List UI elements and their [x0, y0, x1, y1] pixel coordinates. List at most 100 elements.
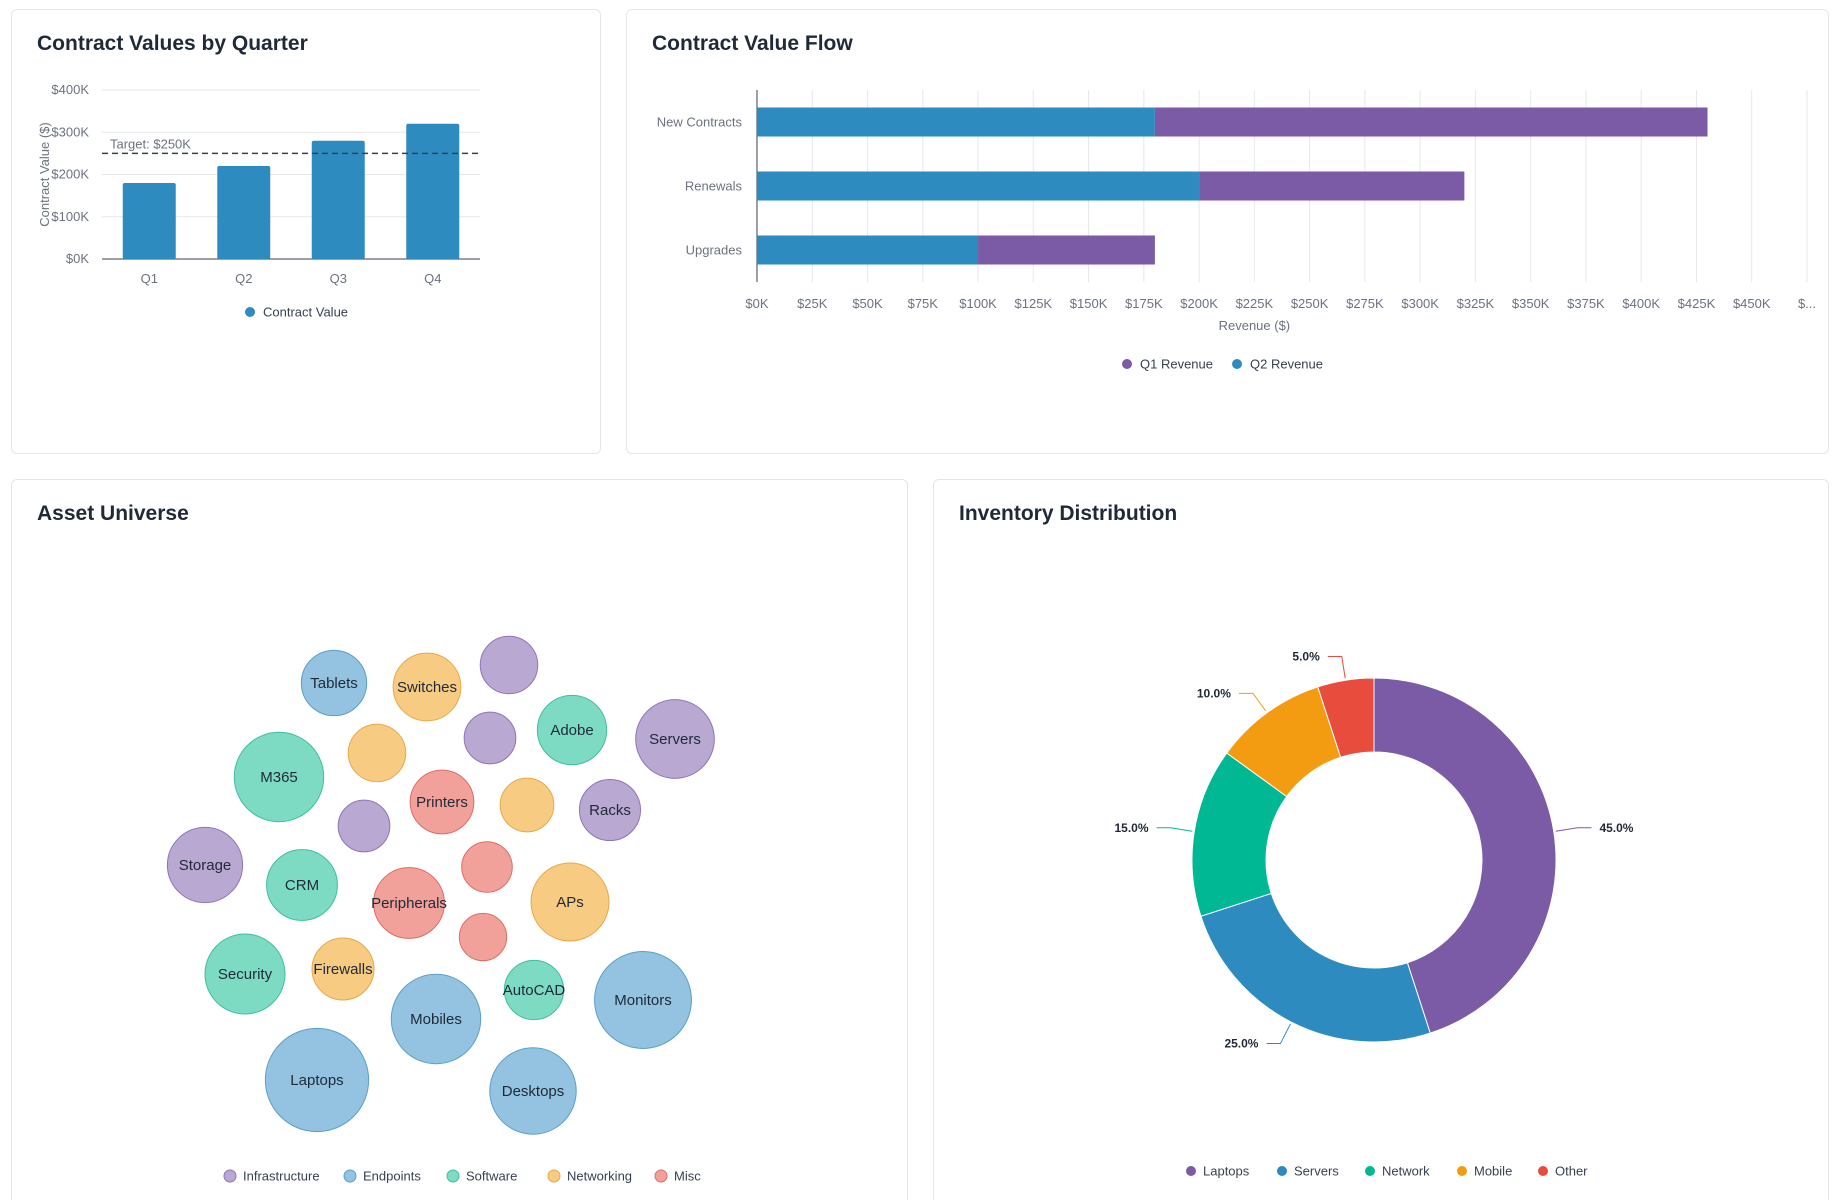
bubble-label: APs: [556, 894, 584, 911]
x-tick-label: $325K: [1457, 296, 1495, 311]
bubble-laptops: [264, 1027, 370, 1133]
bubble-security: [204, 933, 286, 1015]
contract-values-title: Contract Values by Quarter: [37, 32, 308, 55]
bubble-tablets: [300, 649, 368, 717]
legend-label-misc: Misc: [674, 1169, 701, 1184]
bubble-printers: [409, 769, 475, 835]
bubble-unlabeled-networking: [347, 723, 407, 783]
x-tick-label: $375K: [1567, 296, 1605, 311]
x-tick-label: $75K: [908, 296, 939, 311]
leader-line-servers: [1266, 1023, 1291, 1045]
legend-swatch-laptops: [1186, 1166, 1196, 1176]
x-tick-label: $125K: [1015, 296, 1053, 311]
x-tick-label: $450K: [1733, 296, 1771, 311]
x-tick-label: $275K: [1346, 296, 1384, 311]
bubble-peripherals: [373, 867, 445, 939]
bar-q4: [406, 123, 460, 259]
x-tick-label: Q4: [424, 271, 441, 286]
leader-line-other: [1327, 656, 1346, 679]
contract-flow-title: Contract Value Flow: [652, 32, 853, 55]
legend-swatch-mobile: [1457, 1166, 1467, 1176]
bubble-desktops: [489, 1047, 577, 1135]
bubble-unlabeled-misc: [461, 841, 513, 893]
legend-label-q1-revenue: Q1 Revenue: [1140, 357, 1213, 372]
contract-values-card: Contract Values by Quarter $0K $100K $200K…: [11, 9, 601, 454]
contract-flow-card: Contract Value Flow $0K $25K $50K $75K $100K…: [626, 9, 1829, 454]
bubble-mobiles: [390, 973, 482, 1065]
legend-swatch-other: [1538, 1166, 1548, 1176]
slice-laptops: [1373, 677, 1557, 1034]
bubble-label: Monitors: [614, 992, 672, 1009]
legend-swatch-infrastructure: [223, 1169, 237, 1183]
y-tick-label: $0K: [66, 251, 89, 266]
legend-label-servers: Servers: [1294, 1164, 1339, 1179]
legend-swatch-network: [1365, 1166, 1375, 1176]
legend-label-other: Other: [1555, 1164, 1588, 1179]
bubble-label: Tablets: [310, 675, 358, 692]
y-tick-label: Upgrades: [686, 243, 743, 258]
x-tick-label: Q1: [141, 271, 158, 286]
pct-label-servers: 25.0%: [1224, 1037, 1258, 1051]
bubble-adobe: [536, 694, 608, 766]
bubble-label: Storage: [179, 857, 232, 874]
bar-renewals-q2-revenue: [757, 171, 1200, 201]
bubble-monitors: [594, 951, 692, 1049]
bubble-label: Printers: [416, 794, 468, 811]
inventory-title: Inventory Distribution: [959, 502, 1178, 525]
bubble-label: Mobiles: [410, 1011, 462, 1028]
bubble-servers: [635, 699, 715, 779]
bubble-label: Peripherals: [371, 895, 447, 912]
x-axis-title: Revenue ($): [1219, 318, 1291, 333]
bubble-label: Laptops: [290, 1072, 343, 1089]
asset-universe-title: Asset Universe: [37, 502, 189, 525]
asset-universe-chart: Laptops Monitors Mobiles M365 Desktops Securi…: [166, 635, 715, 1184]
bubble-unlabeled-misc: [458, 912, 508, 962]
bubble-unlabeled-infrastructure: [337, 799, 391, 853]
legend-label-endpoints: Endpoints: [363, 1169, 421, 1184]
bar-q2: [217, 166, 271, 259]
inventory-card: Inventory Distribution 45.0% 25.0% 15.0% 10…: [933, 479, 1829, 1200]
slice-other: [1317, 677, 1375, 758]
bubble-label: CRM: [285, 877, 319, 894]
y-tick-label: $300K: [51, 124, 89, 139]
bubble-label: AutoCAD: [503, 982, 566, 999]
x-tick-label: $225K: [1236, 296, 1274, 311]
pct-label-network: 15.0%: [1115, 821, 1149, 835]
bubble-unlabeled-networking: [499, 777, 555, 833]
legend-swatch-contract-value: [245, 307, 255, 317]
contract-values-chart: $0K $100K $200K $300K $400K Contract Value ($…: [37, 82, 480, 320]
x-tick-label: $0K: [745, 296, 768, 311]
x-tick-label: $400K: [1622, 296, 1660, 311]
y-tick-label: New Contracts: [657, 115, 743, 130]
target-label: Target: $250K: [110, 136, 191, 151]
bubble-label: Desktops: [502, 1083, 565, 1100]
pct-label-mobile: 10.0%: [1197, 686, 1231, 700]
legend-swatch-endpoints: [343, 1169, 357, 1183]
bubble-label: Firewalls: [313, 961, 372, 978]
x-tick-label: $50K: [852, 296, 883, 311]
x-tick-label: Q3: [330, 271, 347, 286]
legend-swatch-networking: [547, 1169, 561, 1183]
bar-new-contracts-q1-revenue: [1154, 107, 1708, 137]
x-tick-label: $200K: [1180, 296, 1218, 311]
bar-q1: [122, 182, 176, 259]
bar-q3: [311, 140, 365, 259]
bubble-racks: [578, 778, 642, 842]
x-tick-label: Q2: [235, 271, 252, 286]
x-tick-label: $425K: [1678, 296, 1716, 311]
y-tick-label: $100K: [51, 209, 89, 224]
contract-flow-chart: $0K $25K $50K $75K $100K $125K $150K $175K $200K…: [657, 90, 1816, 372]
legend-label-infrastructure: Infrastructure: [243, 1169, 320, 1184]
bubble-crm: [266, 849, 338, 921]
x-tick-label: $25K: [797, 296, 828, 311]
bubble-label: Adobe: [550, 722, 593, 739]
inventory-chart: 45.0% 25.0% 15.0% 10.0% 5.0% Laptops Servers Ne…: [1115, 650, 1634, 1179]
bubble-unlabeled-infrastructure: [479, 635, 539, 695]
bubble-switches: [392, 652, 462, 722]
pct-label-other: 5.0%: [1292, 650, 1320, 664]
bubble-m365: [233, 731, 325, 823]
legend-label-network: Network: [1382, 1164, 1430, 1179]
leader-line-mobile: [1238, 692, 1267, 712]
pct-label-laptops: 45.0%: [1599, 821, 1633, 835]
legend-swatch-servers: [1277, 1166, 1287, 1176]
